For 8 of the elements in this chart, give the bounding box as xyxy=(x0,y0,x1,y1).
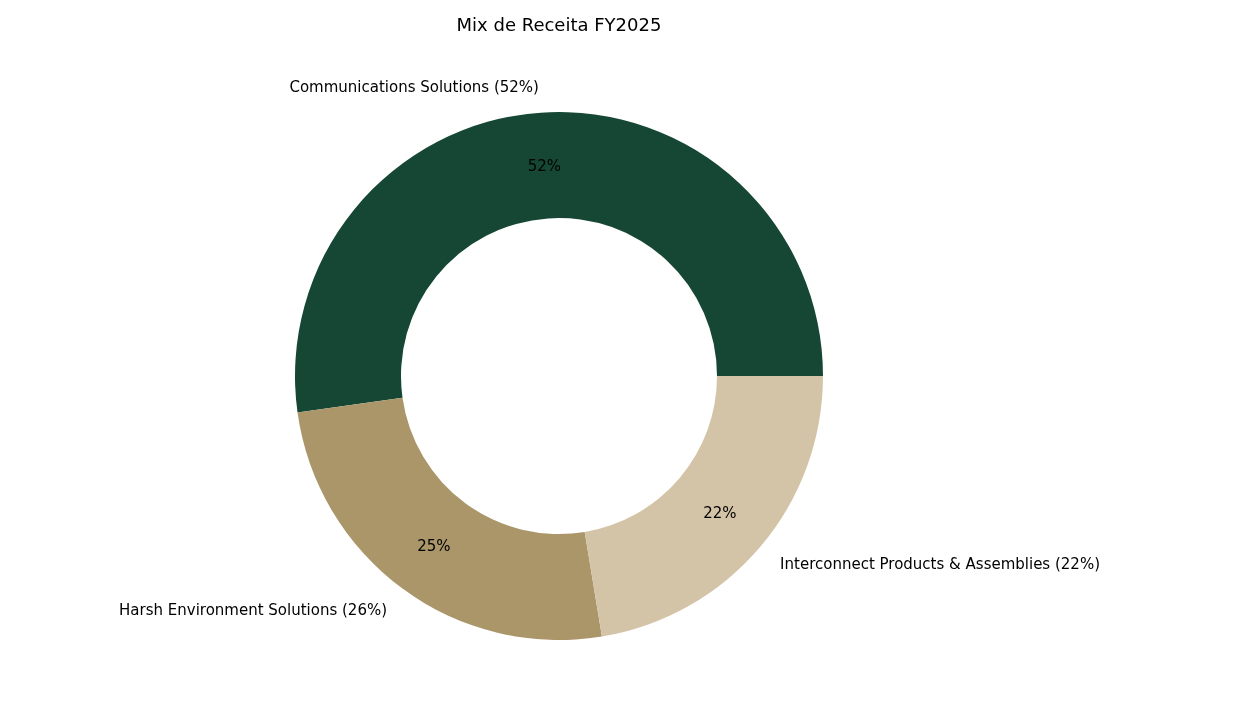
data-label: 25% xyxy=(417,536,451,555)
donut-slice xyxy=(295,112,823,413)
slice-label: Interconnect Products & Assemblies (22%) xyxy=(780,554,1100,573)
slice-label: Harsh Environment Solutions (26%) xyxy=(119,600,388,619)
slice-label: Communications Solutions (52%) xyxy=(289,77,539,96)
data-label: 52% xyxy=(527,156,562,175)
chart-title: Mix de Receita FY2025 xyxy=(456,14,662,35)
data-label: 22% xyxy=(703,503,737,522)
